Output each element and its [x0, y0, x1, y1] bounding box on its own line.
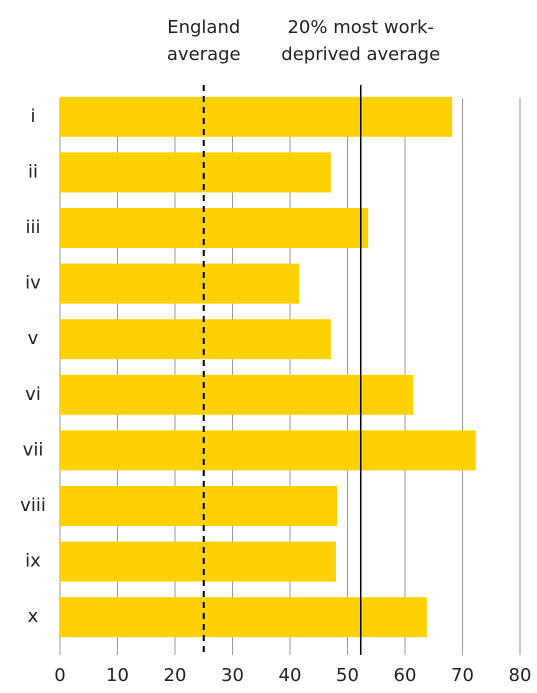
- bar: [60, 430, 476, 471]
- x-tick-label: 40: [279, 665, 302, 686]
- y-tick-label: i: [30, 106, 35, 127]
- y-tick-label: viii: [20, 495, 46, 516]
- y-tick-label: vii: [23, 439, 44, 460]
- y-tick-label: iv: [25, 273, 41, 294]
- bar: [60, 374, 414, 415]
- bar: [60, 597, 427, 638]
- annotation: deprived average: [281, 44, 440, 65]
- annotation: England: [167, 17, 240, 38]
- annotation: 20% most work-: [287, 17, 434, 38]
- bar: [60, 96, 453, 137]
- x-tick-label: 70: [451, 665, 474, 686]
- bar: [60, 208, 369, 248]
- y-tick-label: ii: [28, 161, 38, 182]
- bar: [60, 319, 331, 360]
- y-tick-label: iii: [25, 217, 40, 238]
- bar: [60, 486, 338, 526]
- y-tick-label: x: [28, 606, 39, 627]
- x-tick-label: 10: [106, 665, 129, 686]
- y-tick-label: ix: [25, 551, 41, 572]
- x-tick-label: 50: [336, 665, 359, 686]
- bar: [60, 152, 331, 193]
- bar: [60, 263, 300, 304]
- x-tick-label: 60: [394, 665, 417, 686]
- annotation: average: [167, 44, 241, 65]
- x-tick-label: 80: [509, 665, 532, 686]
- x-tick-label: 20: [164, 665, 187, 686]
- x-tick-label: 30: [221, 665, 244, 686]
- x-tick-label: 0: [54, 665, 65, 686]
- y-tick-label: v: [28, 328, 39, 349]
- bar: [60, 541, 336, 582]
- y-tick-label: vi: [25, 384, 41, 405]
